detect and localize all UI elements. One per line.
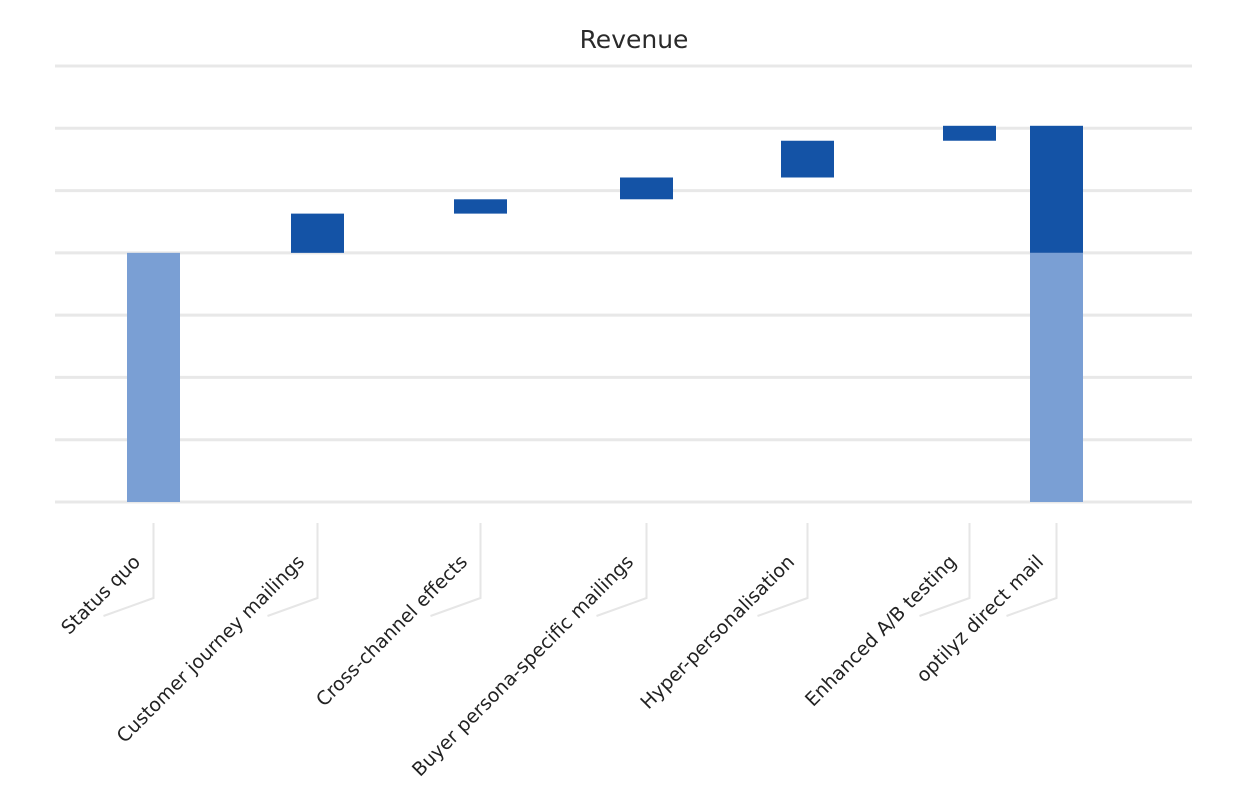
bar-total-base	[1030, 252, 1083, 502]
bar-increment	[943, 125, 996, 141]
x-tick-label: Cross-channel effects	[312, 551, 472, 711]
x-tick-mark	[919, 523, 971, 617]
gridlines	[55, 64, 1192, 504]
bar-total-gain	[1030, 125, 1083, 253]
bars	[127, 125, 1083, 502]
x-tick-mark	[757, 523, 809, 617]
bar-increment	[291, 213, 344, 253]
x-tick-label: Hyper-personalisation	[636, 551, 799, 714]
x-tick-mark	[430, 523, 482, 617]
x-tick-label: Status quo	[57, 551, 145, 639]
x-tick-mark	[103, 523, 155, 617]
x-tick-mark	[267, 523, 319, 617]
bar-increment	[781, 140, 834, 178]
bar-increment	[454, 199, 507, 214]
bar-base	[127, 252, 180, 502]
chart-title: Revenue	[580, 25, 689, 54]
x-tick-mark	[596, 523, 648, 617]
x-tick-label: Customer journey mailings	[113, 551, 309, 747]
bar-increment	[620, 177, 673, 200]
x-tick-label: Enhanced A/B testing	[801, 551, 961, 711]
x-tick-mark	[1006, 523, 1058, 617]
